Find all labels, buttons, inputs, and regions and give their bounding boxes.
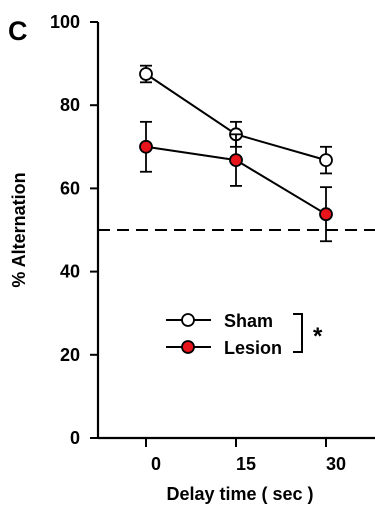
x-tick-label: 15 [236, 454, 256, 474]
lesion-point [139, 139, 153, 154]
legend-lesion-marker [181, 340, 195, 354]
x-tick-label: 0 [151, 454, 161, 474]
legend-sham-label: Sham [224, 311, 273, 331]
legend-lesion-label: Lesion [224, 338, 282, 358]
lesion-point [319, 207, 333, 222]
y-tick-label: 80 [60, 95, 80, 115]
y-axis-label: % Alternation [9, 172, 29, 287]
significance-star: * [313, 323, 323, 350]
series-layer [139, 64, 333, 243]
y-tick-label: 40 [60, 262, 80, 282]
y-tick-label: 100 [50, 12, 80, 32]
y-tick-label: 0 [70, 428, 80, 448]
legend: Sham Lesion * [166, 311, 323, 358]
series-lesion [139, 120, 333, 243]
panel-label: C [8, 16, 28, 46]
lesion-point [229, 153, 243, 168]
y-tick-label: 20 [60, 345, 80, 365]
significance-bracket [293, 313, 303, 353]
y-tick-label: 60 [60, 178, 80, 198]
sham-point [319, 153, 333, 168]
y-ticks: 0 20 40 60 80 100 [50, 12, 98, 448]
x-tick-label: 30 [326, 454, 346, 474]
x-ticks: 0 15 30 [145, 438, 346, 474]
legend-sham-marker [181, 313, 195, 327]
sham-point [139, 67, 153, 81]
x-axis-label: Delay time ( sec ) [166, 484, 313, 504]
